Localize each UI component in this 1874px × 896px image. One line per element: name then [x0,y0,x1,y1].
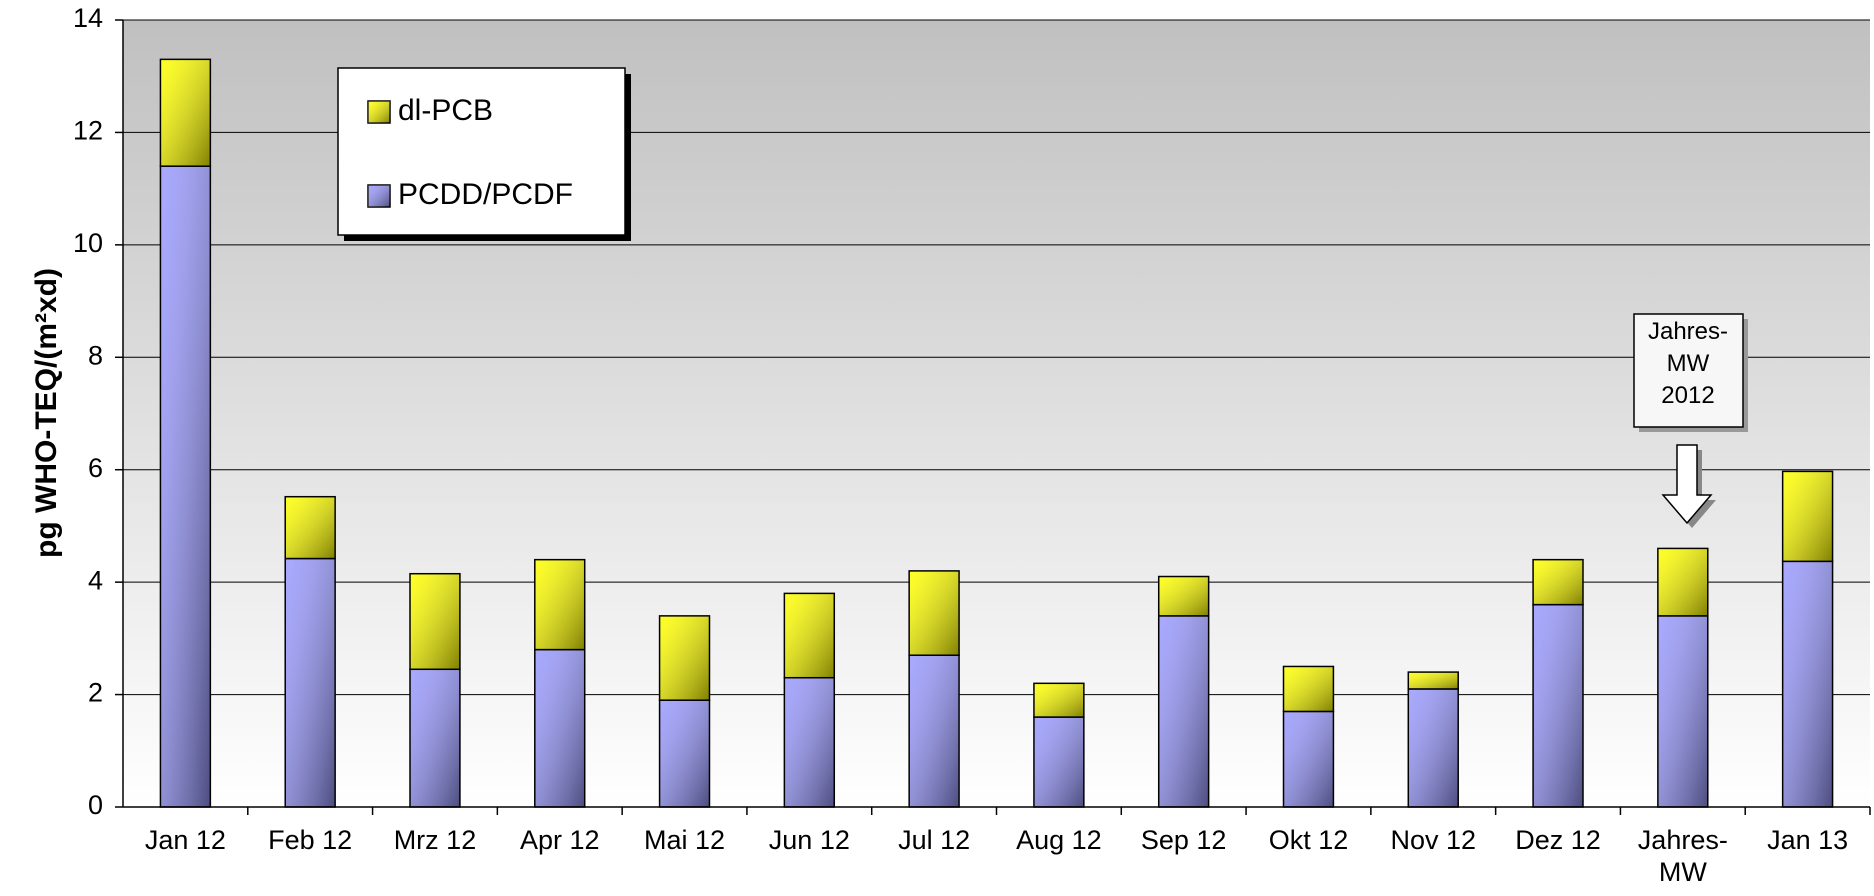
bar-shade [1781,560,1834,808]
bar-shade [284,557,336,808]
x-tick-label: Aug 12 [1016,825,1102,855]
bar-shade [783,592,836,679]
x-tick-label: Feb 12 [268,825,352,855]
bar-shade [534,648,586,808]
bar-shade [159,58,212,167]
x-tick-label: Mai 12 [644,825,725,855]
bar-shade [1282,665,1335,713]
bar-shade [159,165,212,808]
x-tick-label: Jun 12 [769,825,850,855]
bar-shade [1532,558,1584,606]
y-tick-label: 8 [88,340,103,370]
x-tick-label: Mrz 12 [394,825,477,855]
y-tick-label: 4 [88,565,103,595]
annotation-box [1633,313,1744,428]
x-tick-label: Jahres-MW [1638,825,1728,887]
bar-shade [1033,682,1085,718]
arrow [1661,444,1713,525]
legend-label: dl-PCB [398,94,493,127]
bar-shade [783,676,836,808]
bar-shade [284,495,336,560]
bar-shade [409,572,461,671]
x-tick-label: Jan 13 [1767,825,1848,855]
x-tick-label: Dez 12 [1515,825,1601,855]
y-tick-label: 10 [73,228,103,258]
bar-shade [658,699,711,808]
bar-shade [1407,688,1459,808]
x-tick-label: Jan 12 [145,825,226,855]
bar-shade [1407,671,1459,690]
bar-shade [1033,716,1085,808]
legend-label: PCDD/PCDF [398,178,573,211]
bar-shade [1532,603,1584,808]
bar-shade [409,668,461,808]
y-tick-label: 14 [73,3,103,33]
bar-shade [658,615,711,701]
annotation-text: Jahres-MW 2012 [1648,318,1728,409]
x-tick-label: Sep 12 [1141,825,1227,855]
bar-shade [534,558,586,651]
x-tick-label: Apr 12 [520,825,600,855]
bar-shade [1282,710,1335,808]
y-tick-label: 0 [88,790,103,820]
bar-shade [1157,575,1210,617]
bar-shade [1157,615,1210,808]
bar-shade [1657,615,1709,808]
bar-shade [1657,547,1709,617]
legend-swatch-shade [368,101,390,123]
bar-shade [908,654,960,808]
x-tick-label: Nov 12 [1390,825,1476,855]
bar-shade [1781,470,1834,563]
bars [159,58,1834,808]
legend-swatch-shade [368,185,390,207]
legend: dl-PCB PCDD/PCDF [337,67,631,241]
x-tick-label: Okt 12 [1269,825,1349,855]
y-tick-label: 2 [88,678,103,708]
y-tick-label: 6 [88,453,103,483]
annotation: Jahres-MW 2012 [1633,313,1748,528]
y-tick-label: 12 [73,116,103,146]
x-tick-label: Jul 12 [898,825,970,855]
bar-shade [908,570,960,656]
y-axis-label: pg WHO-TEQ/(m²xd) [30,268,63,558]
